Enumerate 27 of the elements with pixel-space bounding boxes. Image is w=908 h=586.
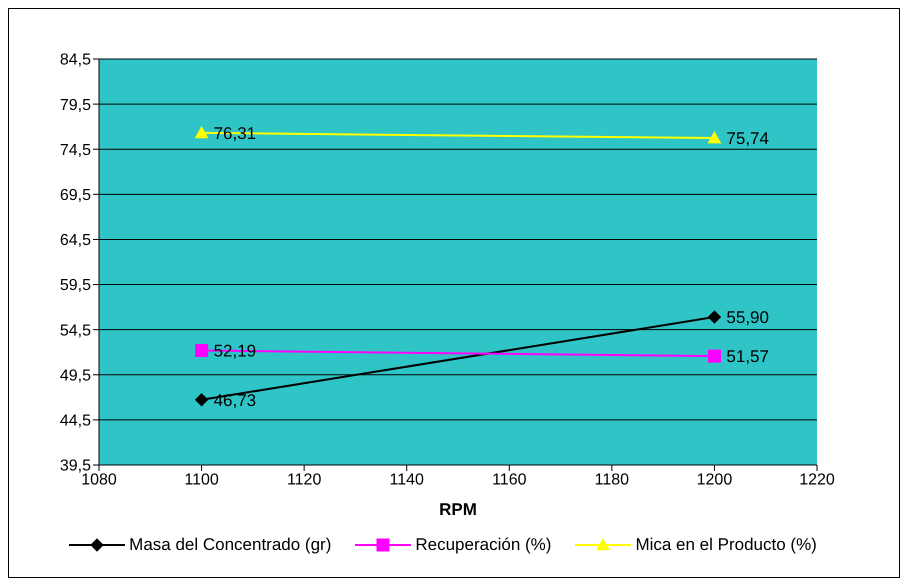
- y-tick-label: 59,5: [60, 277, 92, 294]
- x-tick-label: 1100: [184, 471, 219, 488]
- legend-label: Recuperación (%): [415, 535, 552, 555]
- x-axis-title: RPM: [439, 500, 477, 519]
- data-label: 55,90: [726, 308, 769, 328]
- point: [708, 350, 721, 363]
- y-tick-label: 54,5: [60, 322, 92, 340]
- y-tick-label: 84,5: [60, 52, 92, 69]
- point: [195, 393, 208, 406]
- y-tick-label: 79,5: [60, 96, 92, 114]
- y-tick-label: 74,5: [60, 142, 92, 159]
- y-tick-label: 64,5: [60, 232, 92, 250]
- x-tick-label: 1160: [492, 471, 527, 488]
- x-tick-label: 1180: [594, 471, 630, 488]
- y-tick-label: 44,5: [60, 412, 92, 430]
- point: [195, 344, 208, 358]
- legend-label: Masa del Concentrado (gr): [129, 535, 332, 555]
- x-tick-label: 1220: [799, 471, 835, 488]
- legend-label: Mica en el Producto (%): [635, 535, 817, 555]
- y-tick-label: 49,5: [60, 367, 92, 384]
- data-label: 51,57: [726, 347, 769, 366]
- x-tick-label: 1200: [696, 471, 732, 488]
- y-tick-label: 69,5: [60, 187, 92, 204]
- point: [708, 310, 721, 324]
- data-label: 75,74: [726, 129, 769, 148]
- x-tick-label: 1120: [286, 471, 322, 488]
- x-tick-label: 1140: [390, 471, 424, 488]
